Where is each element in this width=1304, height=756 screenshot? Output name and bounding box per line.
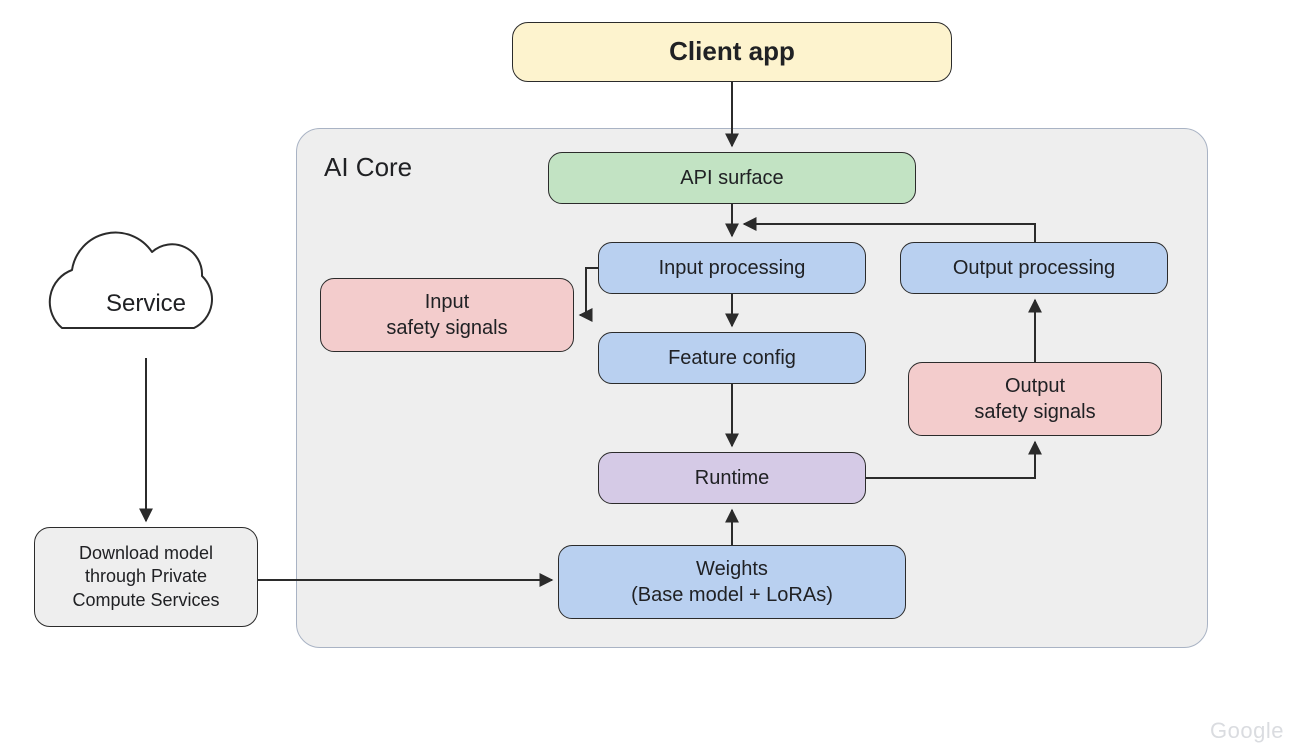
api-surface-label: API surface <box>680 165 783 191</box>
input-safety-node: Input safety signals <box>320 278 574 352</box>
google-watermark: Google <box>1210 718 1284 744</box>
input-processing-label: Input processing <box>659 255 806 281</box>
download-model-label: Download model through Private Compute S… <box>72 542 219 612</box>
download-model-node: Download model through Private Compute S… <box>34 527 258 627</box>
output-safety-label: Output safety signals <box>974 373 1095 425</box>
output-processing-label: Output processing <box>953 255 1115 281</box>
input-processing-node: Input processing <box>598 242 866 294</box>
input-safety-label: Input safety signals <box>386 289 507 341</box>
output-safety-node: Output safety signals <box>908 362 1162 436</box>
feature-config-label: Feature config <box>668 345 796 371</box>
client-app-label: Client app <box>669 35 795 69</box>
weights-node: Weights (Base model + LoRAs) <box>558 545 906 619</box>
client-app-node: Client app <box>512 22 952 82</box>
feature-config-node: Feature config <box>598 332 866 384</box>
runtime-node: Runtime <box>598 452 866 504</box>
runtime-label: Runtime <box>695 465 769 491</box>
service-node: Service <box>62 250 230 358</box>
api-surface-node: API surface <box>548 152 916 204</box>
ai-core-title: AI Core <box>324 152 412 183</box>
weights-label: Weights (Base model + LoRAs) <box>631 556 833 608</box>
output-processing-node: Output processing <box>900 242 1168 294</box>
service-label: Service <box>106 288 186 319</box>
